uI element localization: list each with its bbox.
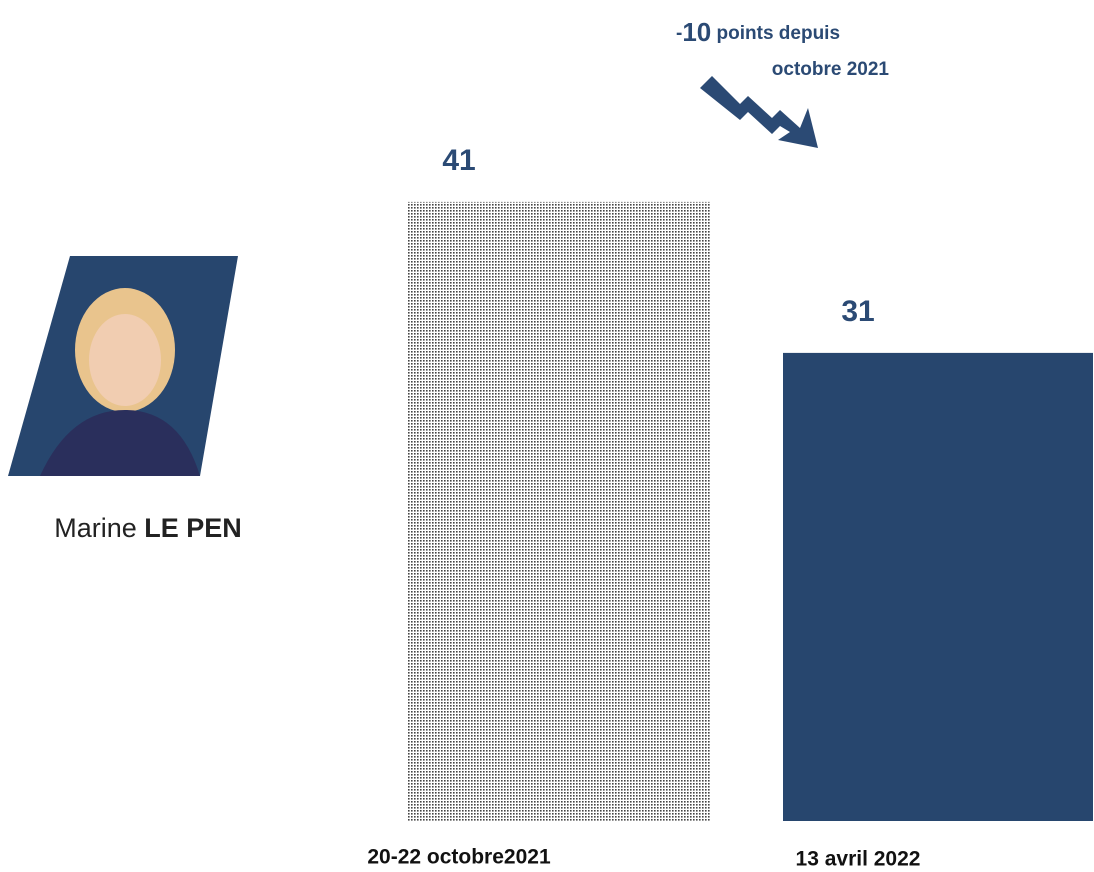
value-label: 41 xyxy=(442,144,475,177)
first-name: Marine xyxy=(54,513,137,543)
annotation-text: points depuis xyxy=(717,23,841,44)
person-name: Marine LE PEN xyxy=(54,513,242,543)
portrait xyxy=(8,256,238,476)
trend-arrow xyxy=(700,76,818,148)
annotation-line2: octobre 2021 xyxy=(772,59,890,80)
annotation-number: 10 xyxy=(682,17,711,47)
last-name: LE PEN xyxy=(144,513,242,543)
annotation: -10 points depuis xyxy=(676,17,840,47)
value-label: 31 xyxy=(841,295,874,328)
x-tick-label: 13 avril 2022 xyxy=(796,848,921,871)
annotation-sign: - xyxy=(676,23,682,44)
bar xyxy=(783,352,1093,821)
bar xyxy=(408,201,710,821)
x-tick-label: 20-22 octobre2021 xyxy=(367,846,551,869)
